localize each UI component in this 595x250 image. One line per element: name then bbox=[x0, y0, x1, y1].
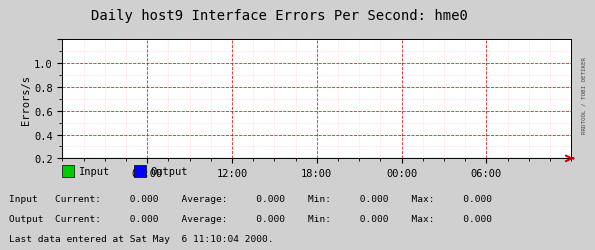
Text: Input: Input bbox=[79, 166, 111, 176]
Text: RRDTOOL / TOBI OETIKER: RRDTOOL / TOBI OETIKER bbox=[582, 57, 587, 133]
Text: Output: Output bbox=[151, 166, 188, 176]
Y-axis label: Errors/s: Errors/s bbox=[21, 74, 31, 124]
Text: Output  Current:     0.000    Average:     0.000    Min:     0.000    Max:     0: Output Current: 0.000 Average: 0.000 Min… bbox=[9, 214, 492, 223]
Text: Last data entered at Sat May  6 11:10:04 2000.: Last data entered at Sat May 6 11:10:04 … bbox=[9, 234, 274, 243]
Text: Daily host9 Interface Errors Per Second: hme0: Daily host9 Interface Errors Per Second:… bbox=[91, 9, 468, 23]
Text: Input   Current:     0.000    Average:     0.000    Min:     0.000    Max:     0: Input Current: 0.000 Average: 0.000 Min:… bbox=[9, 194, 492, 203]
